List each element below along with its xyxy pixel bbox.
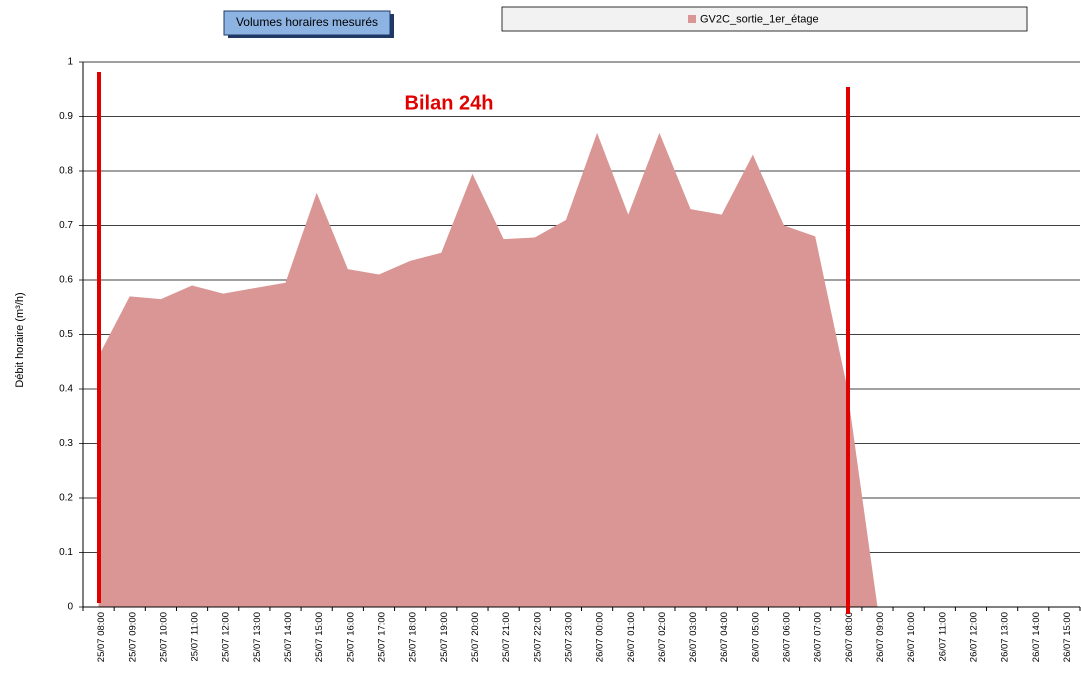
x-tick-label: 25/07 23:00 (563, 612, 574, 662)
x-tick-label: 26/07 07:00 (813, 612, 824, 662)
x-tick-label: 26/07 14:00 (1031, 612, 1042, 662)
y-tick-label: 0.9 (59, 111, 73, 122)
area (98, 132, 878, 607)
x-tick-label: 26/07 09:00 (875, 612, 886, 662)
y-tick-label: 0.4 (59, 384, 73, 395)
x-tick-label: 25/07 12:00 (221, 612, 232, 662)
x-tick-label: 26/07 08:00 (844, 612, 855, 662)
x-tick-label: 25/07 11:00 (190, 612, 201, 661)
x-tick-label: 26/07 05:00 (750, 612, 761, 662)
x-tick-label: 26/07 00:00 (595, 612, 606, 662)
y-tick-label: 0.5 (59, 329, 73, 340)
title-box (223, 10, 391, 36)
x-tick-label: 25/07 14:00 (283, 612, 294, 662)
y-tick-label: 0.3 (59, 438, 73, 449)
x-tick-label: 26/07 02:00 (657, 612, 668, 662)
annotation: Bilan 24h (405, 92, 494, 114)
x-tick-label: 26/07 13:00 (1000, 612, 1011, 662)
y-tick-label: 0.7 (59, 220, 73, 231)
x-tick-label: 26/07 01:00 (626, 612, 637, 662)
x-tick-label: 26/07 06:00 (782, 612, 793, 662)
x-tick-label: 26/07 03:00 (688, 612, 699, 662)
y-tick-label: 0.2 (59, 493, 73, 504)
x-tick-label: 26/07 15:00 (1062, 612, 1073, 662)
y-tick-label: 0 (67, 602, 73, 613)
legend-label: GV2C_sortie_1er_étage (700, 13, 819, 25)
x-tick-label: 25/07 09:00 (127, 612, 138, 662)
x-tick-label: 26/07 10:00 (906, 612, 917, 662)
legend-box (501, 6, 1028, 32)
y-tick-label: 0.1 (59, 547, 73, 558)
x-tick-label: 26/07 11:00 (937, 612, 948, 661)
x-tick-label: 25/07 13:00 (252, 612, 263, 662)
x-tick-label: 25/07 08:00 (96, 612, 107, 662)
x-tick-label: 25/07 17:00 (377, 612, 388, 662)
x-tick-label: 26/07 04:00 (719, 612, 730, 662)
chart-title: Volumes horaires mesurés (236, 15, 378, 29)
x-tick-label: 25/07 16:00 (345, 612, 356, 662)
x-tick-label: 25/07 15:00 (314, 612, 325, 662)
y-axis-label: Débit horaire (m³/h) (14, 292, 26, 387)
x-tick-label: 25/07 21:00 (501, 612, 512, 662)
x-tick-label: 25/07 10:00 (158, 612, 169, 662)
y-tick-label: 1 (67, 57, 73, 68)
x-tick-label: 25/07 20:00 (470, 612, 481, 662)
y-tick-label: 0.6 (59, 275, 73, 286)
y-tick-label: 0.8 (59, 166, 73, 177)
x-tick-label: 26/07 12:00 (968, 612, 979, 662)
x-tick-label: 25/07 22:00 (532, 612, 543, 662)
x-tick-label: 25/07 18:00 (408, 612, 419, 662)
x-tick-label: 25/07 19:00 (439, 612, 450, 662)
legend-swatch (688, 15, 696, 23)
